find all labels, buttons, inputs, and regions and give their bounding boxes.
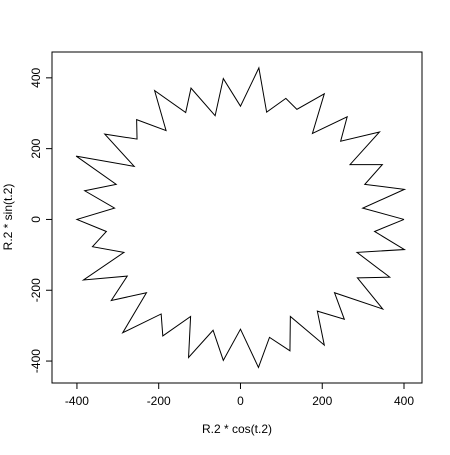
x-tick-label: -400: [65, 394, 89, 408]
data-line: [75, 66, 407, 369]
x-tick-label: 200: [312, 394, 332, 408]
y-tick-label: 0: [29, 216, 43, 223]
x-tick-label: 0: [237, 394, 244, 408]
x-tick-label: -200: [147, 394, 171, 408]
y-tick-label: -400: [29, 349, 43, 373]
y-tick-label: -200: [29, 278, 43, 302]
y-axis-label: R.2 * sin(t.2): [1, 184, 15, 251]
y-tick-label: 200: [29, 138, 43, 158]
x-axis-label: R.2 * cos(t.2): [202, 422, 272, 436]
plot-box: [51, 51, 423, 384]
x-tick-label: 400: [394, 394, 414, 408]
y-tick-label: 400: [29, 68, 43, 88]
